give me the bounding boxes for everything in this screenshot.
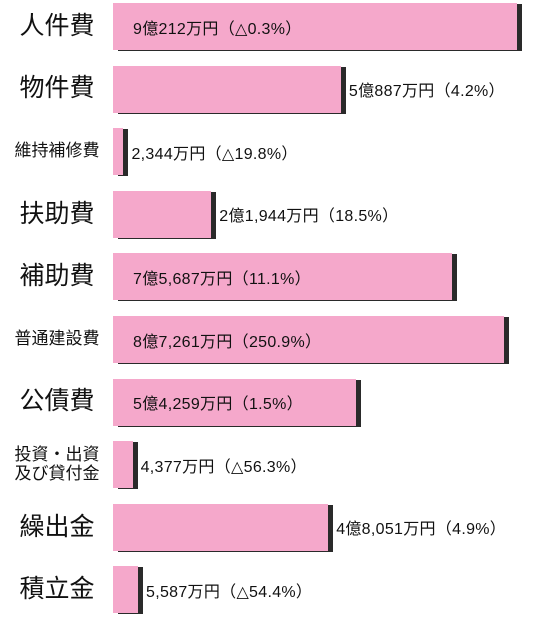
value-label: 7億5,687万円（11.1%） [133,270,311,288]
bar [113,378,356,426]
bar [113,128,124,176]
value-label: 4,377万円（△56.3%） [140,458,307,476]
category-label: 繰出金 [19,512,95,541]
value-label: 2億1,944万円（18.5%） [219,208,399,226]
category-label: 維持補修費 [14,141,100,161]
category-label: 人件費 [19,11,95,40]
bar [113,65,341,113]
value-label: 5,587万円（△54.4%） [146,583,313,601]
bar [113,566,139,614]
bar [113,3,517,50]
bar [113,503,329,551]
category-label: 扶助費 [19,199,95,228]
value-label: 5億887万円（4.2%） [348,83,505,101]
bar [113,441,133,489]
category-label: 補助費 [19,262,95,291]
bar [113,316,504,363]
value-label: 2,344万円（△19.8%） [131,145,298,163]
category-label: 物件費 [19,74,95,103]
category-label: 公債費 [19,387,95,416]
value-label: 8億7,261万円（250.9%） [133,333,322,351]
value-label: 5億4,259万円（1.5%） [133,396,303,414]
bar [113,190,212,238]
value-label: 9億212万円（△0.3%） [133,20,302,38]
category-label: 積立金 [19,575,95,604]
category-label: 普通建設費 [14,329,100,349]
value-label: 4億8,051万円（4.9%） [336,521,507,539]
bar [113,253,452,301]
category-label: 投資・出資 及び貸付金 [14,445,100,483]
